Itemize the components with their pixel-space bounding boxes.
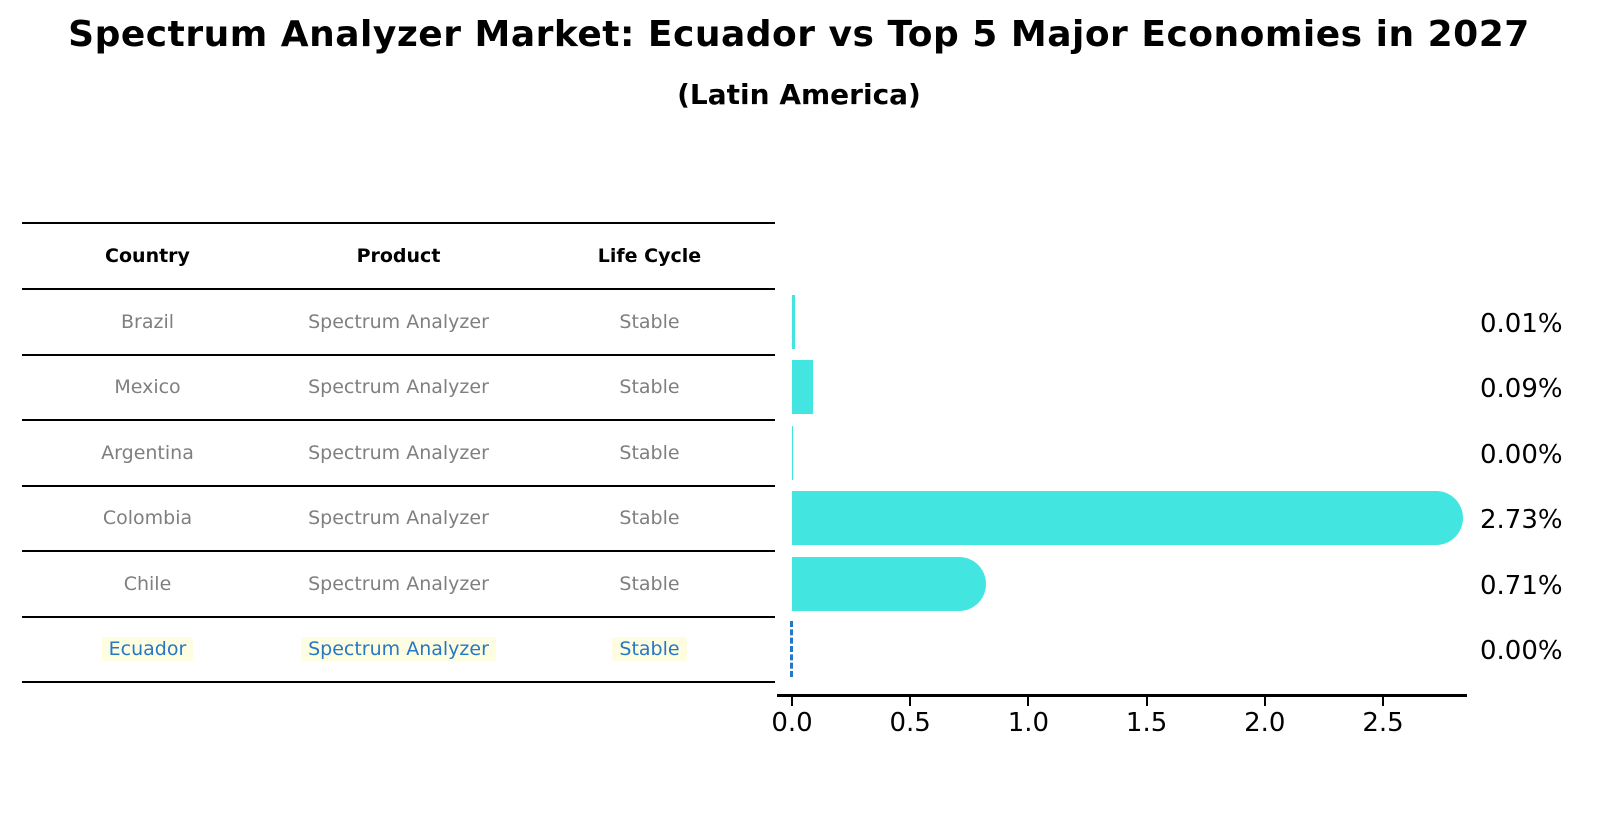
cell-product: Spectrum Analyzer: [273, 573, 524, 595]
cell-country: Brazil: [22, 311, 273, 333]
cell-text: Stable: [612, 637, 687, 662]
cell-life-cycle: Stable: [524, 573, 775, 595]
cell-text: Argentina: [101, 441, 194, 464]
cell-product: Spectrum Analyzer: [273, 637, 524, 662]
cell-product: Spectrum Analyzer: [273, 442, 524, 464]
table-row-chile: Chile Spectrum Analyzer Stable: [22, 552, 775, 618]
cell-text: Spectrum Analyzer: [308, 310, 489, 333]
cell-text: Colombia: [102, 507, 193, 530]
cell-product: Spectrum Analyzer: [273, 376, 524, 398]
value-label-chile: 0.71%: [1480, 570, 1563, 601]
page-subtitle: (Latin America): [677, 78, 921, 111]
cell-country: Ecuador: [22, 637, 273, 662]
x-axis-tick-label: 1.5: [1125, 708, 1168, 738]
x-axis-tick: [791, 697, 793, 706]
cell-text: Spectrum Analyzer: [308, 441, 489, 464]
x-axis-tick: [1382, 697, 1384, 706]
cell-text: Brazil: [120, 310, 175, 333]
cell-life-cycle: Stable: [524, 376, 775, 398]
x-axis-tick-label: 2.0: [1244, 708, 1286, 738]
x-axis-tick-label: 2.5: [1362, 708, 1404, 738]
cell-life-cycle: Stable: [524, 637, 775, 662]
cell-product: Spectrum Analyzer: [273, 507, 524, 529]
table-row-ecuador: Ecuador Spectrum Analyzer Stable: [22, 618, 775, 683]
x-axis-tick-label: 1.0: [1007, 708, 1050, 738]
value-label-colombia: 2.73%: [1480, 505, 1563, 536]
table-header-row: Country Product Life Cycle: [22, 224, 775, 290]
value-label-brazil: 0.01%: [1480, 308, 1563, 339]
x-axis-line: [777, 694, 1467, 697]
cell-text: Stable: [619, 310, 680, 333]
cell-country: Argentina: [22, 442, 273, 464]
cell-text: Spectrum Analyzer: [301, 637, 496, 662]
table-row-argentina: Argentina Spectrum Analyzer Stable: [22, 421, 775, 487]
bar-mexico: [792, 360, 814, 415]
cell-text: Chile: [123, 572, 172, 595]
x-axis-tick: [909, 697, 912, 706]
table-row-mexico: Mexico Spectrum Analyzer Stable: [22, 356, 775, 421]
cell-country: Chile: [22, 573, 273, 595]
value-label-mexico: 0.09%: [1480, 374, 1563, 405]
value-label-ecuador: 0.00%: [1480, 636, 1563, 667]
cell-text: Mexico: [114, 376, 181, 399]
x-axis-tick: [1145, 697, 1148, 706]
cell-country: Colombia: [22, 507, 273, 529]
x-axis-tick: [1027, 697, 1030, 706]
bar-brazil: [792, 294, 795, 349]
value-label-argentina: 0.00%: [1480, 439, 1563, 470]
cell-country: Mexico: [22, 376, 273, 398]
cell-life-cycle: Stable: [524, 507, 775, 529]
bar-argentina: [792, 425, 794, 480]
header-cell-life-cycle: Life Cycle: [597, 245, 702, 267]
x-axis-tick-label: 0.0: [771, 708, 813, 738]
x-axis-tick: [1263, 697, 1266, 706]
header-cell-product: Product: [356, 245, 441, 267]
cell-text: Stable: [619, 507, 680, 530]
cell-text: Stable: [619, 441, 680, 464]
bar-colombia: [792, 491, 1464, 546]
comparison-table: Country Product Life Cycle Brazil Spectrum …: [22, 222, 775, 683]
bar-chile: [792, 556, 986, 611]
cell-life-cycle: Stable: [524, 442, 775, 464]
cell-product: Spectrum Analyzer: [273, 311, 524, 333]
x-axis-tick-label: 0.5: [889, 708, 931, 738]
cell-text: Spectrum Analyzer: [308, 572, 489, 595]
cell-text: Spectrum Analyzer: [308, 376, 489, 399]
cell-text: Stable: [619, 376, 680, 399]
cell-life-cycle: Stable: [524, 311, 775, 333]
cell-text: Ecuador: [101, 637, 194, 662]
header-cell-country: Country: [105, 245, 190, 267]
cell-text: Stable: [619, 572, 680, 595]
table-row-colombia: Colombia Spectrum Analyzer Stable: [22, 487, 775, 552]
ecuador-zero-dashed-line: [790, 621, 793, 678]
table-row-brazil: Brazil Spectrum Analyzer Stable: [22, 290, 775, 356]
cell-text: Spectrum Analyzer: [308, 507, 489, 530]
page-title: Spectrum Analyzer Market: Ecuador vs Top…: [68, 14, 1530, 55]
